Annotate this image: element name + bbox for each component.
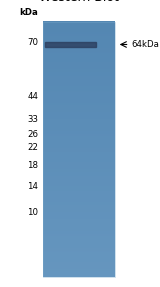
Text: 26: 26 (27, 130, 38, 139)
Text: 44: 44 (27, 92, 38, 101)
Text: 33: 33 (27, 115, 38, 124)
Text: 70: 70 (27, 38, 38, 47)
Text: kDa: kDa (20, 8, 38, 17)
Text: 10: 10 (27, 208, 38, 217)
Text: 22: 22 (27, 143, 38, 152)
Text: 14: 14 (27, 182, 38, 191)
Text: 64kDa: 64kDa (131, 40, 159, 49)
Text: Western Blot: Western Blot (39, 0, 119, 4)
Bar (45, 42, 96, 47)
Text: 18: 18 (27, 161, 38, 170)
Bar (43, 22, 115, 277)
